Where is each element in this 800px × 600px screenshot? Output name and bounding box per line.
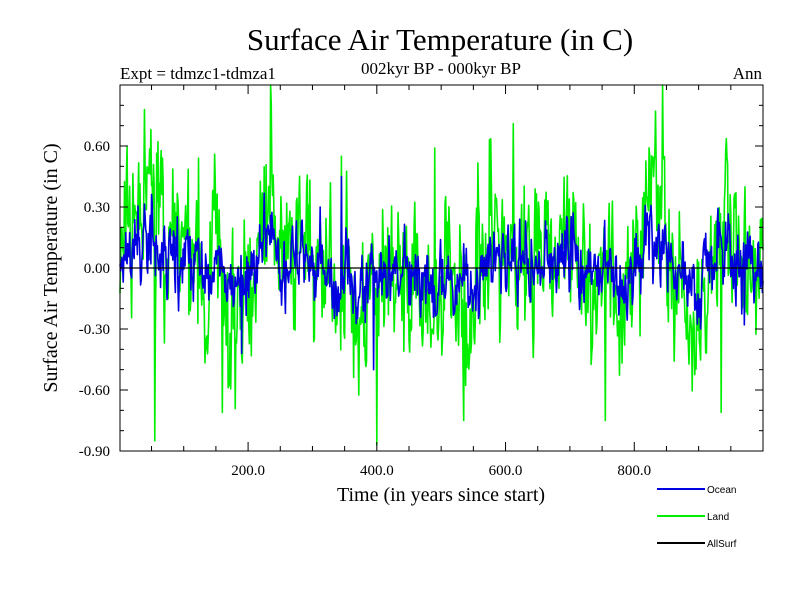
y-tick-label: -0.30 (79, 322, 110, 338)
legend-label-ocean: Ocean (707, 485, 736, 496)
y-tick-label: 0.30 (84, 200, 110, 216)
x-tick-label: 200.0 (231, 463, 265, 479)
legend-label-allsurf: AllSurf (707, 539, 737, 550)
x-tick-label: 600.0 (489, 463, 523, 479)
x-tick-label: 800.0 (617, 463, 651, 479)
y-tick-label: 0.60 (84, 139, 110, 155)
legend-label-land: Land (707, 512, 729, 523)
y-tick-label: -0.60 (79, 383, 110, 399)
y-axis-label: Surface Air Temperature (in C) (40, 143, 62, 392)
experiment-label: Expt = tdmzc1-tdmza1 (120, 64, 276, 83)
period-label: 002kyr BP - 000kyr BP (361, 59, 521, 78)
legend: Ocean Land AllSurf (657, 485, 737, 550)
series-line-land (119, 84, 764, 446)
y-tick-label: -0.90 (79, 444, 110, 460)
y-tick-label: 0.00 (84, 261, 110, 277)
x-axis-label: Time (in years since start) (337, 484, 545, 506)
x-tick-label: 400.0 (360, 463, 394, 479)
season-label: Ann (733, 64, 763, 83)
axes: 200.0 400.0 600.0 800.0 -0.90 -0.60 -0.30 0.00 0… (79, 84, 764, 479)
chart-title: Surface Air Temperature (in C) (247, 22, 633, 57)
series-line-ocean (119, 175, 764, 371)
series-layer (119, 84, 764, 446)
